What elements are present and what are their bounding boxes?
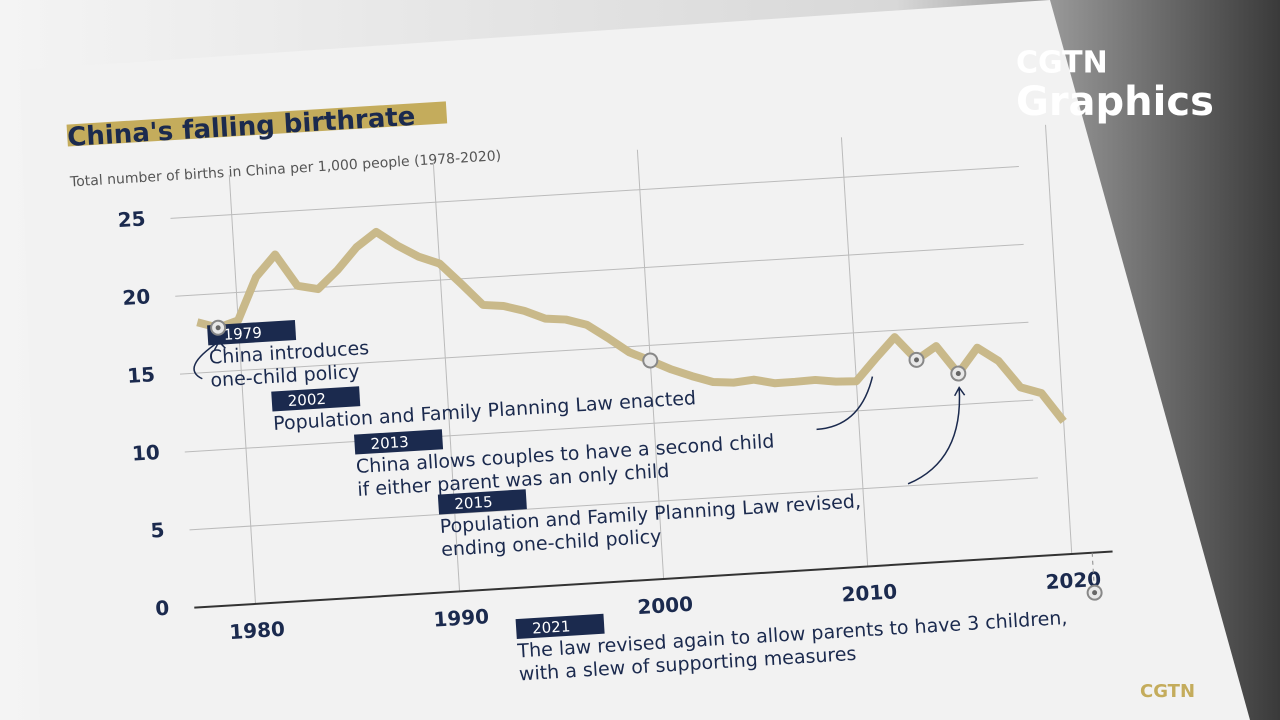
y-tick-label: 15 [126, 362, 155, 388]
grid-line [189, 477, 1038, 531]
year-tag [437, 489, 527, 515]
year-tag [515, 613, 605, 640]
year-tag [354, 429, 444, 455]
arrow [954, 386, 966, 397]
annotation-year: 2015 [454, 493, 493, 513]
grid-line [170, 166, 1019, 219]
y-tick-label: 10 [131, 440, 160, 466]
annotation-year: 1979 [223, 324, 262, 344]
marker-dot [955, 371, 961, 377]
annotation-year: 2013 [370, 433, 409, 453]
brand-sub: Graphics [1016, 79, 1214, 125]
footer-logo: CGTN [1140, 681, 1195, 702]
paper [20, 0, 1250, 720]
x-tick-label: 2010 [841, 579, 898, 606]
grid-line [228, 174, 257, 604]
title-highlight [66, 101, 448, 147]
x-tick-label: 1990 [433, 604, 490, 631]
y-tick-label: 20 [122, 284, 151, 310]
brand-logo: CGTN [1016, 46, 1108, 81]
y-tick-label: 0 [155, 596, 170, 621]
arrow [213, 340, 226, 351]
brand: CGTN Graphics [1016, 46, 1214, 126]
year-tag [271, 386, 361, 412]
x-tick-label: 2000 [637, 592, 694, 619]
grid-line [179, 321, 1029, 375]
y-tick-label: 5 [150, 518, 165, 543]
marker-dot [914, 357, 920, 363]
marker-dot [215, 325, 221, 331]
grid-line [184, 399, 1034, 453]
marker-dot [1092, 590, 1098, 596]
annotation-year: 2002 [287, 390, 326, 410]
grid-line [432, 162, 461, 592]
arrow [193, 341, 220, 380]
annotation-year: 2021 [532, 617, 571, 637]
leader-line [1091, 552, 1095, 585]
arrow [816, 376, 874, 431]
grid-line [840, 137, 869, 567]
grid-line [1045, 124, 1073, 555]
marker [642, 352, 659, 369]
year-tag [207, 319, 297, 346]
y-tick-label: 25 [117, 206, 146, 232]
arrow [907, 387, 961, 485]
x-tick-label: 1980 [229, 617, 286, 644]
x-axis [194, 550, 1113, 609]
